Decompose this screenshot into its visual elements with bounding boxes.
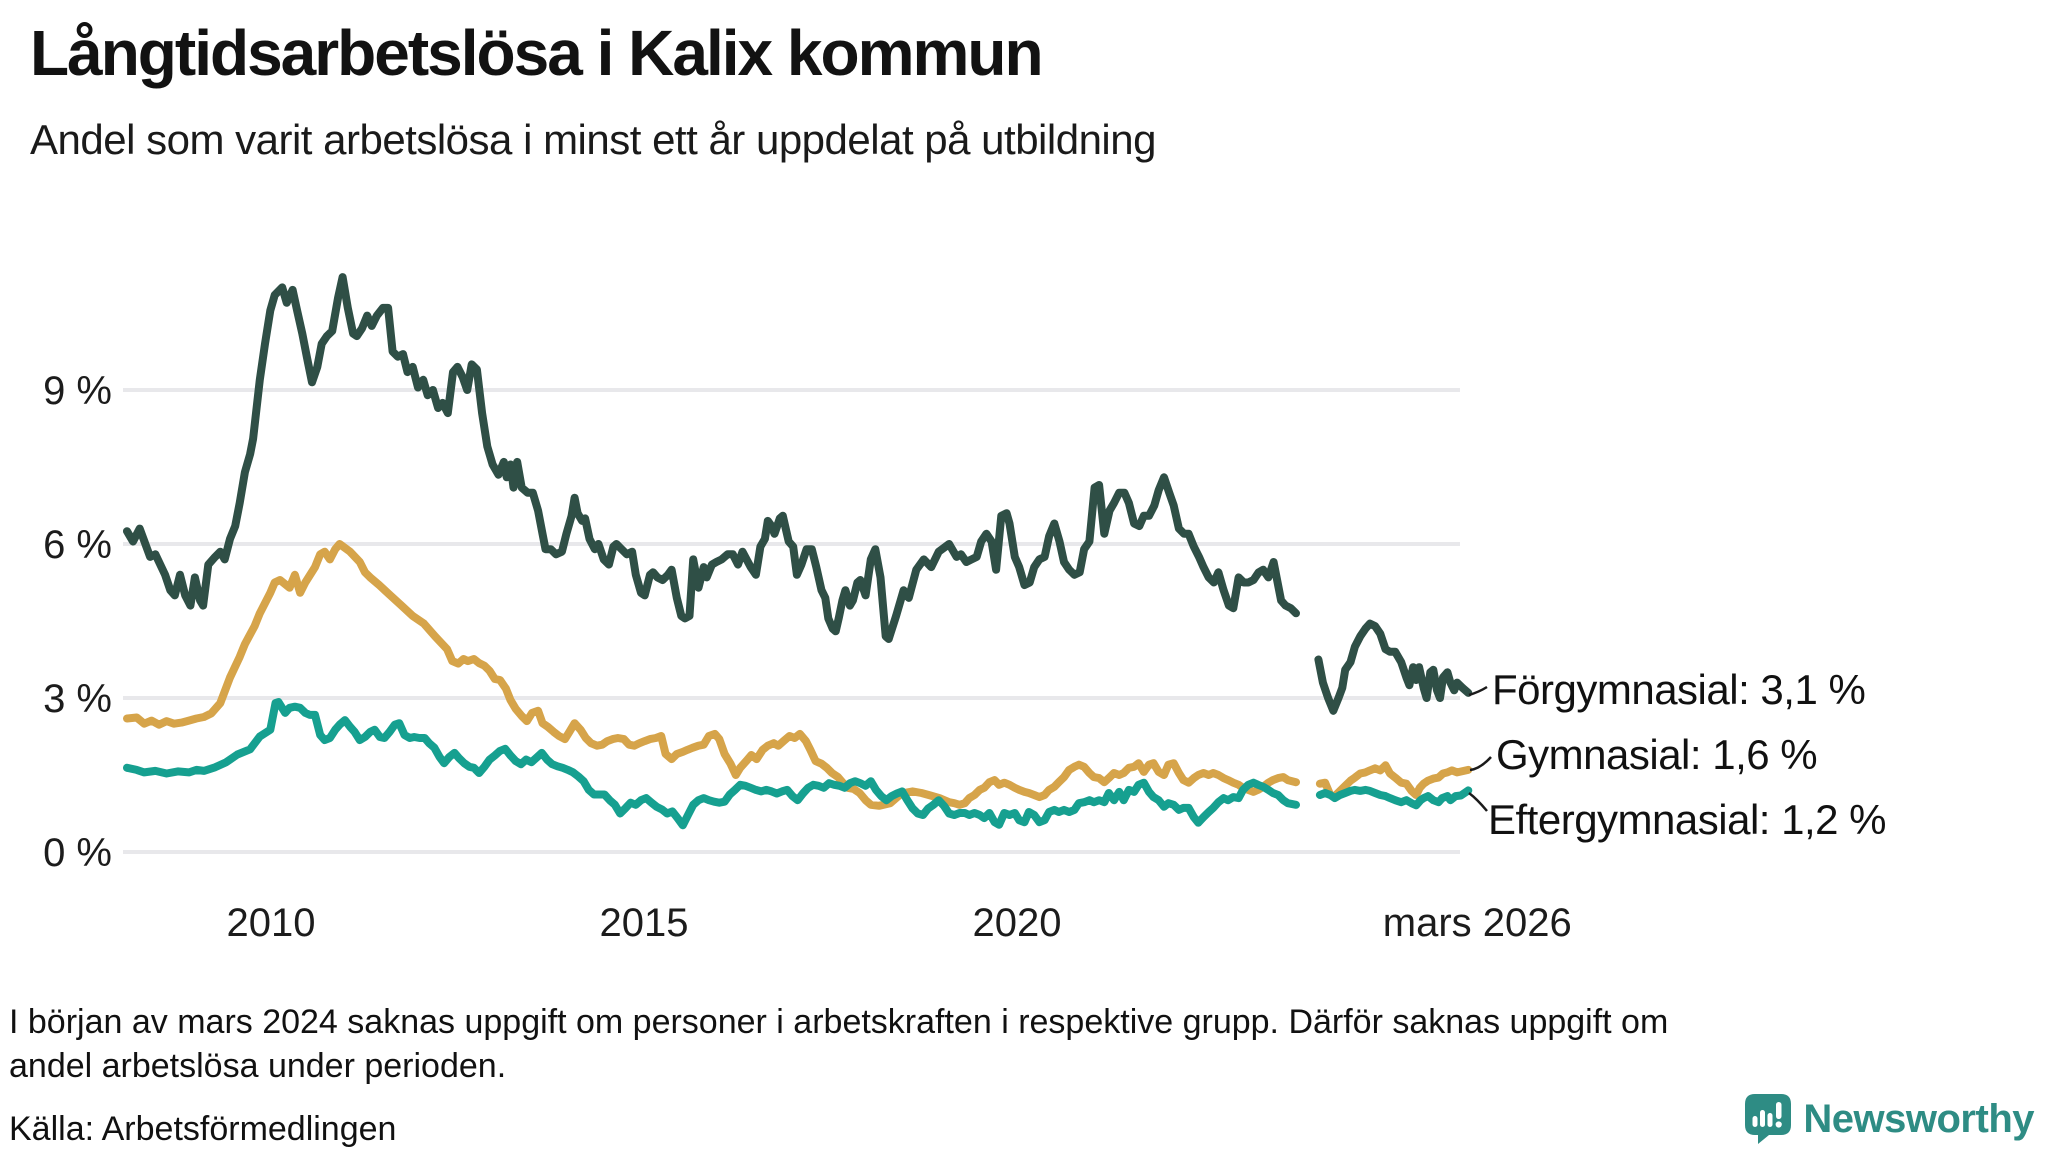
x-tick-label: mars 2026 [1383, 901, 1572, 945]
series-line-eftergymnasial [123, 698, 1300, 830]
x-axis-labels: 2010 2015 2020 mars 2026 [227, 901, 1572, 945]
footnote: I början av mars 2024 saknas uppgift om … [9, 1000, 2009, 1088]
gridlines [123, 388, 1460, 854]
x-tick-label: 2015 [600, 901, 689, 945]
bar-chart-speech-bubble-icon [1745, 1094, 1792, 1144]
page-title: Långtidsarbetslösa i Kalix kommun [30, 17, 1044, 89]
series-end-label-gymnasial: Gymnasial: 1,6 % [1496, 731, 1818, 778]
x-tick-label: 2020 [973, 901, 1062, 945]
x-tick-label: 2010 [227, 901, 316, 945]
newsworthy-logo-text: Newsworthy [1803, 1096, 2034, 1141]
y-tick-label: 6 % [43, 523, 112, 567]
connector-eftergymnasial [1468, 792, 1488, 812]
footnote-line1: I början av mars 2024 saknas uppgift om … [9, 1003, 1669, 1041]
footnote-line2: andel arbetslösa under perioden. [9, 1047, 507, 1085]
connector-forgymnasial [1468, 685, 1488, 697]
series-end-label-forgymnasial: Förgymnasial: 3,1 % [1492, 666, 1866, 713]
y-tick-label: 3 % [43, 677, 112, 721]
connector-gymnasial [1469, 756, 1492, 772]
y-tick-label: 9 % [43, 369, 112, 413]
chart-subtitle: Andel som varit arbetslösa i minst ett å… [30, 116, 1156, 163]
series-line-gymnasial [1315, 761, 1473, 801]
series-end-label-eftergymnasial: Eftergymnasial: 1,2 % [1488, 796, 1887, 843]
series-lines [123, 273, 1473, 830]
series-line-förgymnasial [1314, 619, 1473, 715]
newsworthy-logo[interactable]: Newsworthy [1745, 1094, 2034, 1144]
series-line-förgymnasial [123, 273, 1300, 643]
source-credit: Källa: Arbetsförmedlingen [9, 1110, 397, 1148]
label-connectors [1468, 685, 1492, 812]
series-line-eftergymnasial [1315, 785, 1473, 810]
series-line-gymnasial [123, 540, 1300, 810]
y-axis-labels: 9 % 6 % 3 % 0 % [43, 369, 112, 875]
y-tick-label: 0 % [43, 831, 112, 875]
